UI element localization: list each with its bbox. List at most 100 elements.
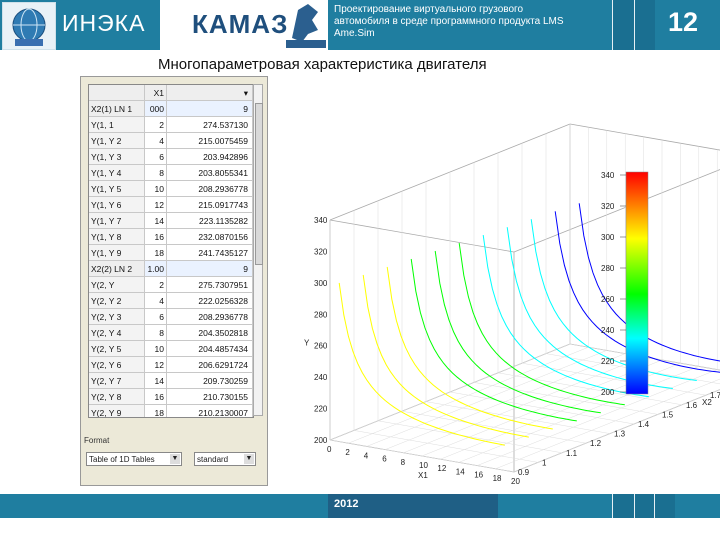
chevron-down-icon[interactable]: ▼ <box>170 454 180 464</box>
table-row[interactable]: Y(2, Y 6 12 206.6291724 <box>89 357 253 373</box>
row-name-cell[interactable]: Y(1, Y 8 <box>89 229 145 245</box>
row-name-cell[interactable]: Y(1, 1 <box>89 117 145 133</box>
table-row[interactable]: Y(2, Y 4 8 204.3502818 <box>89 325 253 341</box>
row-x1-cell[interactable]: 10 <box>145 181 167 197</box>
table-row[interactable]: Y(1, 1 2 274.537130 <box>89 117 253 133</box>
org-left-name: ИНЭКА <box>62 10 146 36</box>
data-table[interactable]: X1 ▾ X2(1) LN 1 000 9 Y(1, 1 2 274.537130 Y(1,… <box>88 84 254 418</box>
y-tick-label: 280 <box>314 310 328 319</box>
row-name-cell[interactable]: Y(1, Y 7 <box>89 213 145 229</box>
table-row[interactable]: Y(1, Y 5 10 208.2936778 <box>89 181 253 197</box>
row-x1-cell[interactable]: 000 <box>145 101 167 117</box>
row-name-cell[interactable]: Y(2, Y 5 <box>89 341 145 357</box>
chevron-down-icon[interactable]: ▼ <box>244 454 254 464</box>
row-name-cell[interactable]: Y(2, Y 4 <box>89 325 145 341</box>
table-row[interactable]: Y(1, Y 4 8 203.8055341 <box>89 165 253 181</box>
table-row[interactable]: Y(2, Y 7 14 209.730259 <box>89 373 253 389</box>
x-tick-label: 6 <box>382 455 387 464</box>
z-tick-label: 1.1 <box>566 449 578 458</box>
row-value-cell[interactable]: 209.730259 <box>167 373 253 389</box>
table-row[interactable]: Y(1, Y 3 6 203.942896 <box>89 149 253 165</box>
table-row[interactable]: Y(1, Y 8 16 232.0870156 <box>89 229 253 245</box>
table-row[interactable]: Y(2, Y 2 4 222.0256328 <box>89 293 253 309</box>
row-x1-cell[interactable]: 2 <box>145 277 167 293</box>
row-value-cell[interactable]: 215.0075459 <box>167 133 253 149</box>
row-name-cell[interactable]: Y(2, Y 3 <box>89 309 145 325</box>
table-row[interactable]: Y(2, Y 2 275.7307951 <box>89 277 253 293</box>
row-name-cell[interactable]: Y(2, Y <box>89 277 145 293</box>
row-value-cell[interactable]: 223.1135282 <box>167 213 253 229</box>
mode-select[interactable]: standard ▼ <box>194 452 256 466</box>
row-name-cell[interactable]: Y(1, Y 4 <box>89 165 145 181</box>
row-name-cell[interactable]: Y(1, Y 9 <box>89 245 145 261</box>
row-value-cell[interactable]: 208.2936778 <box>167 309 253 325</box>
table-row[interactable]: Y(1, Y 6 12 215.0917743 <box>89 197 253 213</box>
row-name-cell[interactable]: Y(2, Y 9 <box>89 405 145 417</box>
z-tick-label: 1.4 <box>638 420 650 429</box>
row-x1-cell[interactable]: 18 <box>145 405 167 417</box>
row-x1-cell[interactable]: 10 <box>145 341 167 357</box>
row-value-cell[interactable]: 241.7435127 <box>167 245 253 261</box>
row-name-cell[interactable]: Y(1, Y 3 <box>89 149 145 165</box>
row-x1-cell[interactable]: 8 <box>145 165 167 181</box>
table-row[interactable]: X2(1) LN 1 000 9 <box>89 101 253 117</box>
table-row[interactable]: X2(2) LN 2 1.00 9 <box>89 261 253 277</box>
row-x1-cell[interactable]: 8 <box>145 325 167 341</box>
row-x1-cell[interactable]: 16 <box>145 389 167 405</box>
row-x1-cell[interactable]: 4 <box>145 293 167 309</box>
row-name-cell[interactable]: Y(1, Y 2 <box>89 133 145 149</box>
column-header-dropdown[interactable]: ▾ <box>167 85 253 101</box>
row-value-cell[interactable]: 275.7307951 <box>167 277 253 293</box>
row-x1-cell[interactable]: 6 <box>145 149 167 165</box>
row-x1-cell[interactable]: 14 <box>145 373 167 389</box>
row-value-cell[interactable]: 9 <box>167 101 253 117</box>
column-header-x1: X1 <box>145 85 167 101</box>
row-name-cell[interactable]: Y(1, Y 5 <box>89 181 145 197</box>
row-value-cell[interactable]: 274.537130 <box>167 117 253 133</box>
scrollbar-thumb[interactable] <box>255 103 263 265</box>
row-value-cell[interactable]: 204.3502818 <box>167 325 253 341</box>
row-x1-cell[interactable]: 12 <box>145 357 167 373</box>
row-x1-cell[interactable]: 4 <box>145 133 167 149</box>
row-value-cell[interactable]: 232.0870156 <box>167 229 253 245</box>
header-tile <box>612 0 635 50</box>
row-x1-cell[interactable]: 18 <box>145 245 167 261</box>
table-row[interactable]: Y(1, Y 7 14 223.1135282 <box>89 213 253 229</box>
row-value-cell[interactable]: 204.4857434 <box>167 341 253 357</box>
row-value-cell[interactable]: 9 <box>167 261 253 277</box>
row-value-cell[interactable]: 208.2936778 <box>167 181 253 197</box>
row-name-cell[interactable]: Y(1, Y 6 <box>89 197 145 213</box>
row-x1-cell[interactable]: 6 <box>145 309 167 325</box>
table-row[interactable]: Y(2, Y 8 16 210.730155 <box>89 389 253 405</box>
presentation-title: Проектирование виртуального грузового ав… <box>334 4 564 39</box>
table-scrollbar[interactable] <box>253 84 263 416</box>
row-value-cell[interactable]: 210.2130007 <box>167 405 253 417</box>
row-value-cell[interactable]: 203.8055341 <box>167 165 253 181</box>
row-name-cell[interactable]: Y(2, Y 8 <box>89 389 145 405</box>
table-header-row: X1 ▾ <box>89 85 253 101</box>
table-row[interactable]: Y(2, Y 3 6 208.2936778 <box>89 309 253 325</box>
row-value-cell[interactable]: 222.0256328 <box>167 293 253 309</box>
header-bar <box>0 0 720 50</box>
row-name-cell[interactable]: Y(2, Y 6 <box>89 357 145 373</box>
table-row[interactable]: Y(1, Y 2 4 215.0075459 <box>89 133 253 149</box>
table-row[interactable]: Y(2, Y 9 18 210.2130007 <box>89 405 253 417</box>
format-select[interactable]: Table of 1D Tables ▼ <box>86 452 182 466</box>
row-x1-cell[interactable]: 1.00 <box>145 261 167 277</box>
row-value-cell[interactable]: 203.942896 <box>167 149 253 165</box>
row-value-cell[interactable]: 215.0917743 <box>167 197 253 213</box>
row-name-cell[interactable]: Y(2, Y 7 <box>89 373 145 389</box>
row-x1-cell[interactable]: 2 <box>145 117 167 133</box>
row-value-cell[interactable]: 206.6291724 <box>167 357 253 373</box>
table-row[interactable]: Y(2, Y 5 10 204.4857434 <box>89 341 253 357</box>
row-x1-cell[interactable]: 16 <box>145 229 167 245</box>
surface-curve <box>386 266 553 430</box>
row-value-cell[interactable]: 210.730155 <box>167 389 253 405</box>
row-name-cell[interactable]: X2(1) LN 1 <box>89 101 145 117</box>
row-x1-cell[interactable]: 12 <box>145 197 167 213</box>
row-x1-cell[interactable]: 14 <box>145 213 167 229</box>
colorbar-label: 220 <box>601 357 615 366</box>
row-name-cell[interactable]: Y(2, Y 2 <box>89 293 145 309</box>
row-name-cell[interactable]: X2(2) LN 2 <box>89 261 145 277</box>
table-row[interactable]: Y(1, Y 9 18 241.7435127 <box>89 245 253 261</box>
